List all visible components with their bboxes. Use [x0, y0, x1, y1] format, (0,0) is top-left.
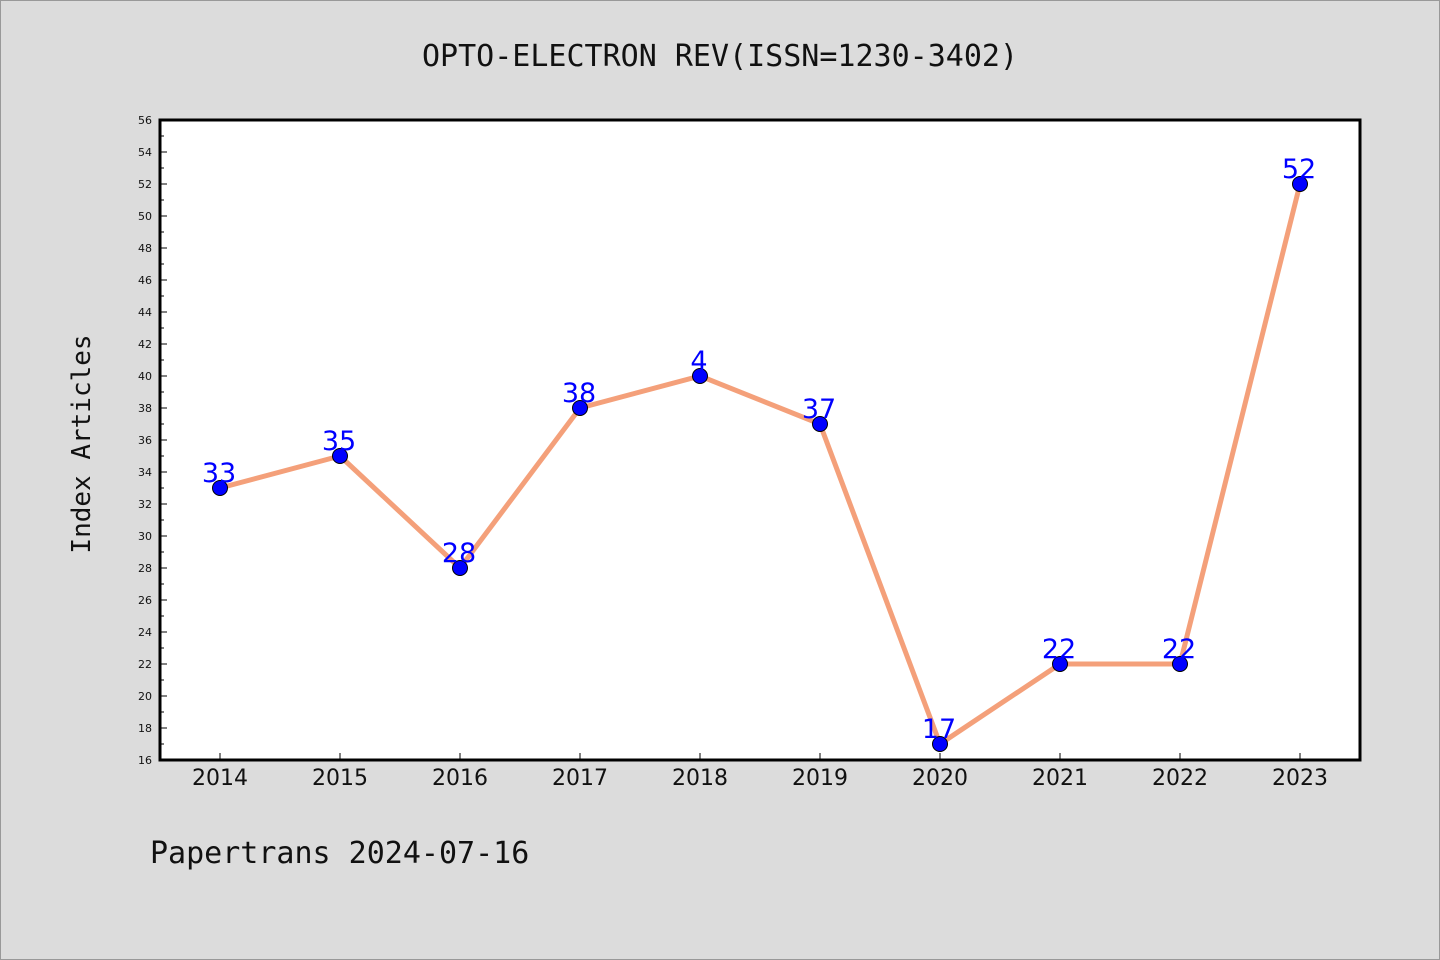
data-point: [1052, 656, 1068, 672]
y-tick-label: 16: [138, 754, 152, 767]
y-tick-label: 40: [138, 370, 152, 383]
data-labels: 33 35 28 38 4 37 17 22 22 52: [202, 154, 1316, 745]
x-tick-label: 2023: [1272, 766, 1328, 791]
x-tick-label: 2017: [552, 766, 608, 791]
x-tick-label: 2018: [672, 766, 728, 791]
x-tick-label: 2015: [312, 766, 368, 791]
x-tick-label: 2020: [912, 766, 968, 791]
data-point: [1172, 656, 1188, 672]
data-markers: [212, 176, 1308, 752]
data-point: [692, 368, 708, 384]
y-axis: 16 18 20 22 24 26 28 30 32 34 36 38 40 42 44 46 48 50 52 54…: [138, 114, 167, 767]
x-axis: 2014 2015 2016 2017 2018 2019 2020 2021 2022 2023: [192, 753, 1328, 791]
y-tick-label: 56: [138, 114, 152, 127]
y-tick-label: 46: [138, 274, 152, 287]
y-tick-label: 36: [138, 434, 152, 447]
x-tick-label: 2016: [432, 766, 488, 791]
chart-title: OPTO-ELECTRON REV(ISSN=1230-3402): [422, 39, 1018, 74]
data-label: 52: [1282, 154, 1316, 185]
y-tick-label: 42: [138, 338, 152, 351]
y-tick-label: 30: [138, 530, 152, 543]
data-label: 33: [202, 458, 236, 489]
data-point: [332, 448, 348, 464]
data-label: 22: [1042, 634, 1076, 665]
data-point: [572, 400, 588, 416]
data-label: 17: [922, 714, 956, 745]
y-tick-label: 48: [138, 242, 152, 255]
y-tick-label: 54: [138, 146, 152, 159]
y-tick-label: 38: [138, 402, 152, 415]
data-label: 37: [802, 394, 836, 425]
x-tick-label: 2021: [1032, 766, 1088, 791]
y-tick-label: 22: [138, 658, 152, 671]
x-tick-label: 2019: [792, 766, 848, 791]
data-label: 28: [442, 538, 476, 569]
data-label: 35: [322, 426, 356, 457]
y-tick-label: 20: [138, 690, 152, 703]
data-label: 4: [690, 346, 707, 377]
y-tick-label: 26: [138, 594, 152, 607]
y-axis-label: Index Articles: [67, 334, 97, 553]
series-line-group: [217, 181, 1303, 747]
data-point: [932, 736, 948, 752]
y-tick-label: 52: [138, 178, 152, 191]
plot-area: [158, 118, 1362, 762]
y-tick-label: 32: [138, 498, 152, 511]
y-tick-label: 50: [138, 210, 152, 223]
y-tick-label: 28: [138, 562, 152, 575]
y-tick-label: 34: [138, 466, 152, 479]
data-point: [1292, 176, 1308, 192]
x-tick-label: 2014: [192, 766, 248, 791]
data-point: [212, 480, 228, 496]
data-point: [452, 560, 468, 576]
data-point: [812, 416, 828, 432]
y-tick-label: 18: [138, 722, 152, 735]
y-tick-label: 24: [138, 626, 152, 639]
data-label: 22: [1162, 634, 1196, 665]
x-tick-label: 2022: [1152, 766, 1208, 791]
y-tick-label: 44: [138, 306, 152, 319]
footer-credit: Papertrans 2024-07-16: [150, 836, 529, 871]
data-label: 38: [562, 378, 596, 409]
series-line: [217, 181, 1303, 747]
